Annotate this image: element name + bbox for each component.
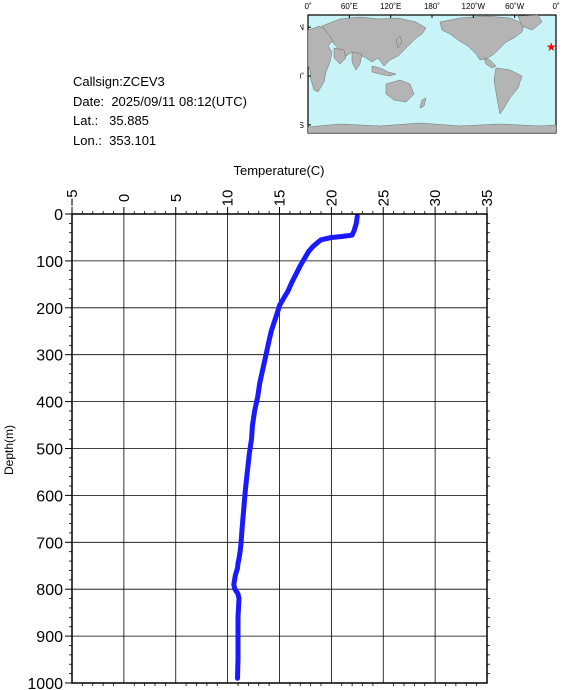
y-tick-label: 0 (54, 207, 63, 224)
map-lon-label: 0˚ (304, 2, 311, 11)
land-india (351, 51, 363, 71)
y-tick-labels: 0 100 200 300 400 500 600 700 800 900 1000 (27, 207, 63, 690)
lat-row: Lat.: 35.885 (73, 111, 247, 131)
map-lat-label: 0˚ (300, 72, 304, 81)
map-lon-label: 0˚ (552, 2, 559, 11)
x-tick-label: 30 (427, 190, 444, 207)
x-tick-label: −5 (64, 189, 81, 206)
map-lon-label: 180˚ (424, 2, 440, 11)
x-tick-label: 0 (116, 194, 133, 202)
plot-frame (71, 213, 488, 684)
y-axis-title: Depth(m) (2, 425, 16, 475)
map-lon-label: 120˚W (462, 2, 486, 11)
callsign-row: Callsign:ZCEV3 (73, 72, 247, 92)
temperature-series-line (231, 213, 360, 681)
map-lat-label: 60˚N (300, 23, 304, 32)
map-lat-label: 60˚S (300, 121, 304, 130)
lon-row: Lon.: 353.101 (73, 131, 247, 151)
y-tick-label: 200 (36, 301, 63, 318)
map-land (307, 14, 557, 134)
x-axis-title: Temperature(C) (233, 163, 324, 178)
y-tick-label: 600 (36, 488, 63, 505)
y-tick-label: 500 (36, 442, 63, 459)
map-lon-label: 60˚W (505, 2, 525, 11)
temperature-depth-chart: Temperature(C) Depth(m) −5 0 5 10 15 20 25 30 35… (0, 158, 564, 690)
lon-label: Lon.: (73, 132, 102, 148)
land-arabia (333, 47, 347, 65)
chart-grid (71, 213, 488, 684)
y-tick-label: 400 (36, 395, 63, 412)
station-star-icon: ★ (546, 40, 557, 54)
y-tick-label: 100 (36, 254, 63, 271)
map-labels: 0˚ 60˚E 120˚E 180˚ 120˚W 60˚W 0˚ 60˚N 0˚ 60˚S (300, 2, 560, 130)
date-value: 2025/09/11 08:12(UTC) (111, 93, 247, 109)
date-label: Date: (73, 93, 105, 109)
land-south-america (493, 67, 523, 115)
x-tick-label: 20 (323, 190, 340, 207)
x-tick-labels: −5 0 5 10 15 20 25 30 35 (64, 189, 496, 206)
lon-value: 353.101 (109, 132, 157, 148)
land-new-zealand (419, 97, 427, 109)
x-tick-label: 5 (168, 194, 185, 202)
temperature-profile (231, 213, 360, 681)
callsign-label: Callsign: (73, 74, 123, 89)
map-lon-label: 120˚E (380, 2, 401, 11)
map-lon-label: 60˚E (341, 2, 358, 11)
land-central-america (483, 57, 497, 69)
land-australia (385, 79, 415, 103)
y-tick-label: 300 (36, 348, 63, 365)
x-tick-label: 25 (375, 190, 392, 207)
land-antarctica (307, 122, 557, 134)
land-indonesia (371, 65, 397, 77)
land-north-america (439, 15, 525, 61)
x-tick-label: 35 (479, 190, 496, 207)
land-greenland (517, 14, 543, 31)
x-tick-label: 10 (220, 190, 237, 207)
y-tick-label: 1000 (27, 676, 63, 690)
x-tick-label: 15 (272, 190, 289, 207)
land-japan (395, 35, 403, 49)
world-map: 0˚ 60˚E 120˚E 180˚ 120˚W 60˚W 0˚ 60˚N 0˚ 60˚S ★ (300, 0, 564, 140)
lat-label: Lat.: (73, 113, 99, 128)
station-info: Callsign:ZCEV3 Date: 2025/09/11 08:12(UT… (73, 72, 247, 150)
world-map-svg: 0˚ 60˚E 120˚E 180˚ 120˚W 60˚W 0˚ 60˚N 0˚ 60˚S ★ (300, 2, 560, 134)
date-row: Date: 2025/09/11 08:12(UTC) (73, 92, 247, 112)
chart-ticks (65, 207, 490, 686)
y-tick-label: 700 (36, 535, 63, 552)
chart-svg: Temperature(C) Depth(m) −5 0 5 10 15 20 25 30 35… (2, 163, 496, 690)
y-tick-label: 800 (36, 582, 63, 599)
lat-value: 35.885 (109, 113, 149, 128)
y-tick-label: 900 (36, 629, 63, 646)
callsign-value: ZCEV3 (122, 74, 165, 89)
